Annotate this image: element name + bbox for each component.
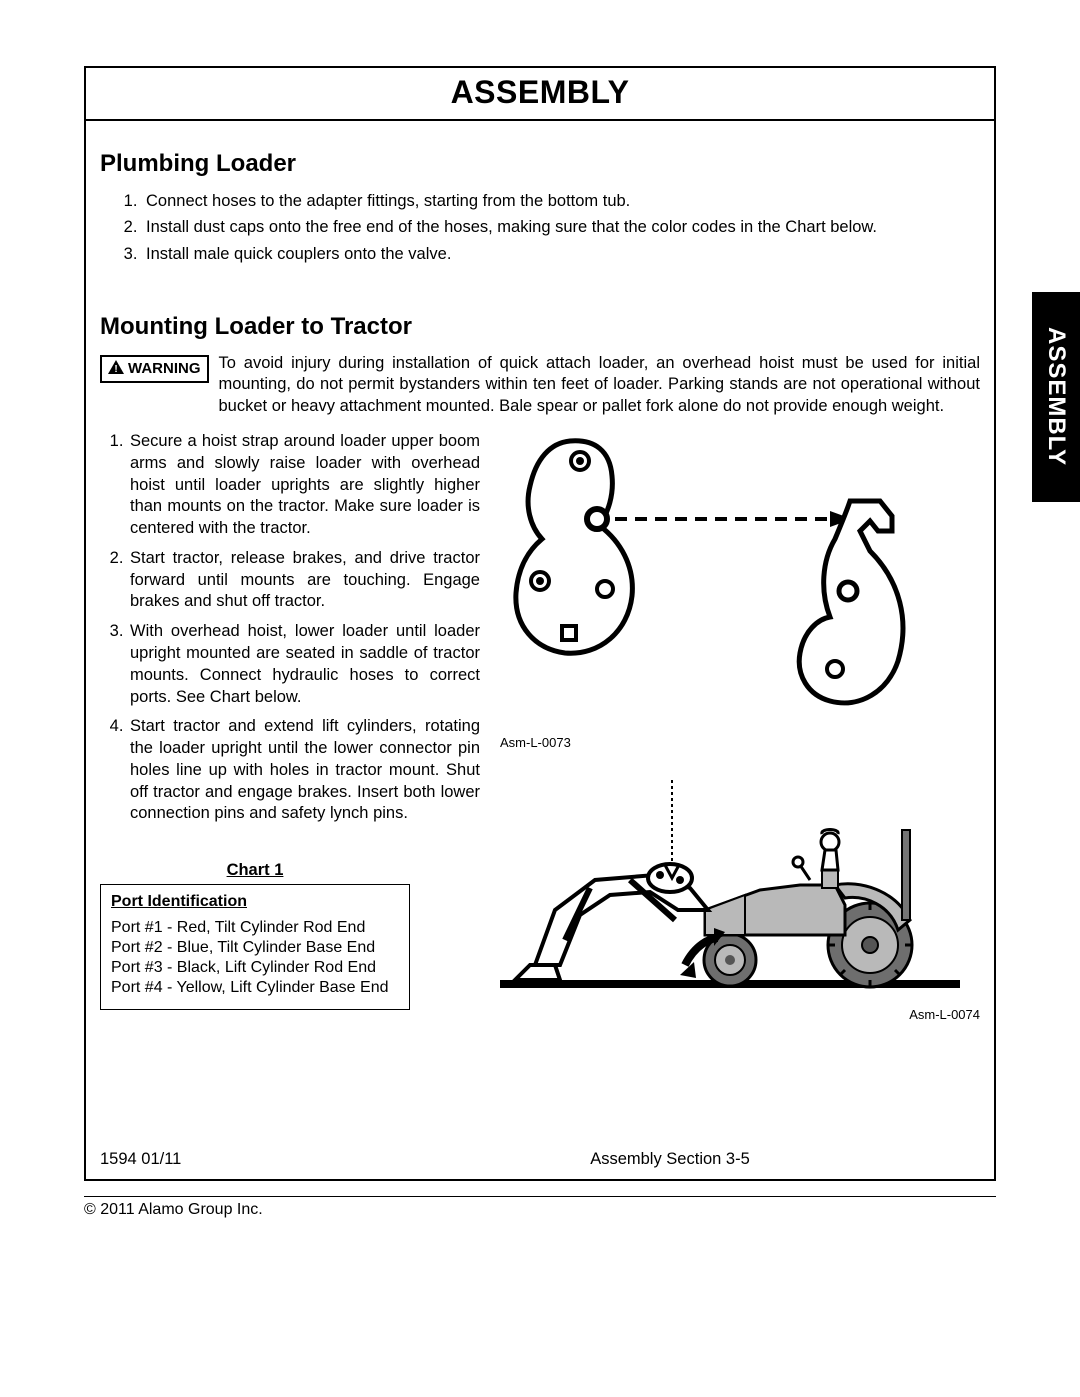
list-item: Connect hoses to the adapter fittings, s… <box>142 190 980 212</box>
copyright-line: © 2011 Alamo Group Inc. <box>84 1196 996 1219</box>
list-item: Start tractor, release brakes, and drive… <box>128 548 480 613</box>
figure1-label: Asm-L-0073 <box>500 735 980 750</box>
footer-center: Assembly Section 3-5 <box>360 1150 980 1169</box>
figure2-label: Asm-L-0074 <box>500 1007 980 1022</box>
svg-text:!: ! <box>114 364 117 374</box>
warning-label: WARNING <box>128 360 201 377</box>
list-item: Install dust caps onto the free end of t… <box>142 216 980 238</box>
list-item: Secure a hoist strap around loader upper… <box>128 431 480 540</box>
list-item: With overhead hoist, lower loader until … <box>128 621 480 708</box>
footer-left: 1594 01/11 <box>100 1150 360 1169</box>
list-item: Start tractor and extend lift cylinders,… <box>128 716 480 825</box>
chart-row: Port #3 - Black, Lift Cylinder Rod End <box>111 959 399 977</box>
title-box: ASSEMBLY <box>84 66 996 121</box>
chart-row: Port #1 - Red, Tilt Cylinder Rod End <box>111 919 399 937</box>
chart-title: Chart 1 <box>100 861 410 880</box>
figure-2-tractor-diagram <box>500 770 960 1000</box>
section2-steps: Secure a hoist strap around loader upper… <box>100 431 480 825</box>
warning-badge: ! WARNING <box>100 355 209 383</box>
section1-list: Connect hoses to the adapter fittings, s… <box>100 190 980 265</box>
section1-heading: Plumbing Loader <box>100 150 980 178</box>
warning-row: ! WARNING To avoid injury during install… <box>100 353 980 417</box>
section2-heading: Mounting Loader to Tractor <box>100 313 980 341</box>
warning-triangle-icon: ! <box>108 360 124 378</box>
warning-text: To avoid injury during installation of q… <box>219 353 981 417</box>
side-tab-assembly: ASSEMBLY <box>1032 292 1080 502</box>
chart-box: Port Identification Port #1 - Red, Tilt … <box>100 884 410 1010</box>
footer-row: 1594 01/11 Assembly Section 3-5 <box>100 1150 980 1169</box>
chart-row: Port #2 - Blue, Tilt Cylinder Base End <box>111 939 399 957</box>
chart-subtitle: Port Identification <box>111 893 399 911</box>
content-area: Plumbing Loader Connect hoses to the ada… <box>100 140 980 1022</box>
chart-row: Port #4 - Yellow, Lift Cylinder Base End <box>111 979 399 997</box>
page-title: ASSEMBLY <box>86 74 994 111</box>
chart-block: Chart 1 Port Identification Port #1 - Re… <box>100 861 410 1010</box>
list-item: Install male quick couplers onto the val… <box>142 243 980 265</box>
figure-1-bracket-diagram <box>500 431 940 731</box>
